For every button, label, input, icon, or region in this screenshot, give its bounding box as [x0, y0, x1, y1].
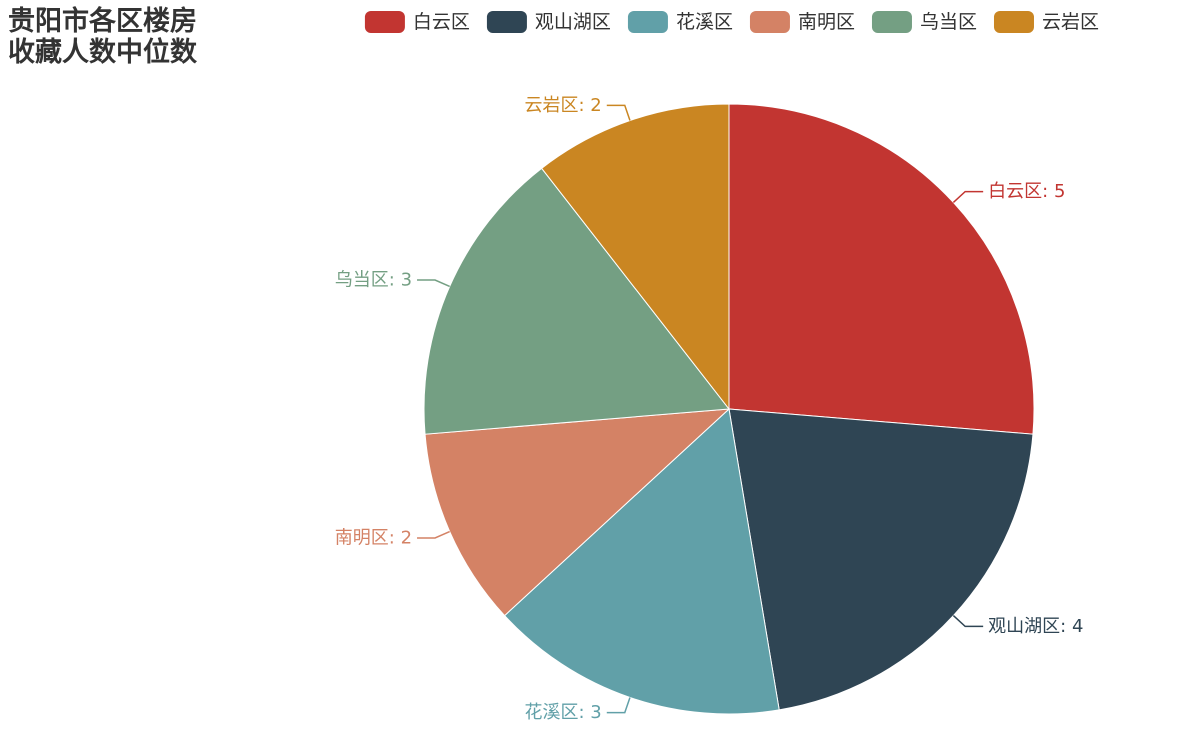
legend-item-2[interactable]: 观山湖区: [486, 11, 611, 33]
legend-label-6: 云岩区: [1042, 11, 1099, 33]
legend-item-4[interactable]: 南明区: [749, 11, 855, 33]
slice-label-3: 花溪区: 3: [525, 702, 602, 723]
label-line-4: [417, 530, 450, 539]
pie-slice-5[interactable]: [423, 167, 730, 435]
label-line-6: [606, 104, 631, 121]
slice-labels: 白云区: 5 观山湖区: 4 花溪区: 3 南明区: 2 乌当区: 3 云岩区: 2: [335, 95, 1084, 723]
slice-label-2: 观山湖区: 4: [988, 616, 1083, 637]
legend-swatch-4: [749, 11, 790, 33]
legend-swatch-2: [486, 11, 527, 33]
legend: 白云区 观山湖区 花溪区 南明区 乌当区 云岩区: [364, 11, 1099, 33]
legend-label-2: 观山湖区: [535, 11, 611, 33]
legend-item-1[interactable]: 白云区: [364, 11, 470, 33]
chart-title-line-2: 收藏人数中位数: [8, 37, 197, 68]
label-line-5: [417, 279, 450, 288]
chart-title: 贵阳市各区楼房 收藏人数中位数: [8, 6, 238, 68]
legend-item-6[interactable]: 云岩区: [993, 11, 1099, 33]
legend-swatch-5: [871, 11, 912, 33]
pie-slices: [423, 103, 1035, 715]
chart-title-line-1: 贵阳市各区楼房: [8, 6, 197, 37]
label-line-2: [952, 615, 984, 628]
slice-label-4: 南明区: 2: [335, 527, 412, 548]
pie-slice-3[interactable]: [503, 408, 780, 715]
pie-slice-1[interactable]: [728, 103, 1035, 435]
slice-label-6: 云岩区: 2: [525, 95, 602, 116]
legend-swatch-6: [993, 11, 1034, 33]
label-line-3: [606, 697, 631, 714]
legend-item-5[interactable]: 乌当区: [871, 11, 977, 33]
pie-slice-2[interactable]: [728, 408, 1034, 711]
legend-swatch-3: [627, 11, 668, 33]
legend-item-3[interactable]: 花溪区: [627, 11, 733, 33]
legend-label-1: 白云区: [413, 11, 470, 33]
legend-label-3: 花溪区: [676, 11, 733, 33]
label-line-1: [952, 190, 984, 203]
legend-label-5: 乌当区: [920, 11, 977, 33]
legend-swatch-1: [364, 11, 405, 33]
legend-label-4: 南明区: [798, 11, 855, 33]
slice-label-1: 白云区: 5: [988, 181, 1065, 202]
slice-label-5: 乌当区: 3: [335, 270, 412, 291]
